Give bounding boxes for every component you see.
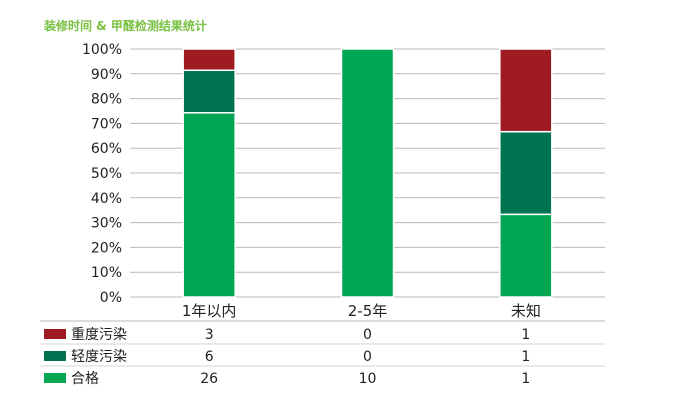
- y-tick-label: 40%: [91, 191, 122, 207]
- y-axis-ticks: 0% 10% 20% 30% 40% 50% 60% 70% 80% 90% 100%: [82, 42, 122, 306]
- y-tick-label: 0%: [100, 290, 122, 306]
- legend-label: 重度污染: [71, 327, 127, 343]
- y-tick-label: 80%: [91, 92, 122, 108]
- y-tick-label: 60%: [91, 141, 122, 157]
- x-axis-labels: 1年以内 2-5年 未知: [182, 302, 541, 320]
- data-label: 1: [521, 327, 530, 343]
- legend-swatch: [44, 351, 66, 361]
- bar-segment: [499, 213, 553, 298]
- y-tick-label: 50%: [91, 166, 122, 182]
- y-tick-label: 100%: [82, 42, 122, 58]
- data-table: 重度污染 3 0 1 轻度污染 6 0 1 合格 26 10 1: [40, 320, 605, 387]
- legend-swatch: [44, 329, 66, 339]
- y-tick-label: 20%: [91, 240, 122, 256]
- data-label: 10: [359, 371, 377, 387]
- bar-segment: [182, 69, 236, 114]
- y-tick-label: 90%: [91, 67, 122, 83]
- data-label: 1: [521, 371, 530, 387]
- y-tick-label: 10%: [91, 265, 122, 281]
- y-tick-label: 70%: [91, 116, 122, 132]
- bar-segment: [499, 48, 553, 133]
- x-tick-label: 2-5年: [348, 302, 388, 320]
- legend-label: 轻度污染: [71, 349, 127, 365]
- bar-segment: [182, 48, 236, 72]
- x-tick-label: 1年以内: [182, 302, 237, 320]
- data-label: 0: [363, 349, 372, 365]
- legend-swatch: [44, 373, 66, 383]
- chart-title: 装修时间 & 甲醛检测结果统计: [43, 18, 207, 33]
- data-label: 6: [205, 349, 214, 365]
- bar-segment: [499, 130, 553, 216]
- bar-segment: [182, 112, 236, 298]
- data-label: 26: [200, 371, 218, 387]
- bar-segment: [340, 48, 395, 298]
- bars: [182, 48, 553, 298]
- data-label: 0: [363, 327, 372, 343]
- y-tick-label: 30%: [91, 216, 122, 232]
- data-label: 3: [205, 327, 214, 343]
- legend-label: 合格: [71, 371, 99, 387]
- data-label: 1: [521, 349, 530, 365]
- x-tick-label: 未知: [511, 302, 541, 320]
